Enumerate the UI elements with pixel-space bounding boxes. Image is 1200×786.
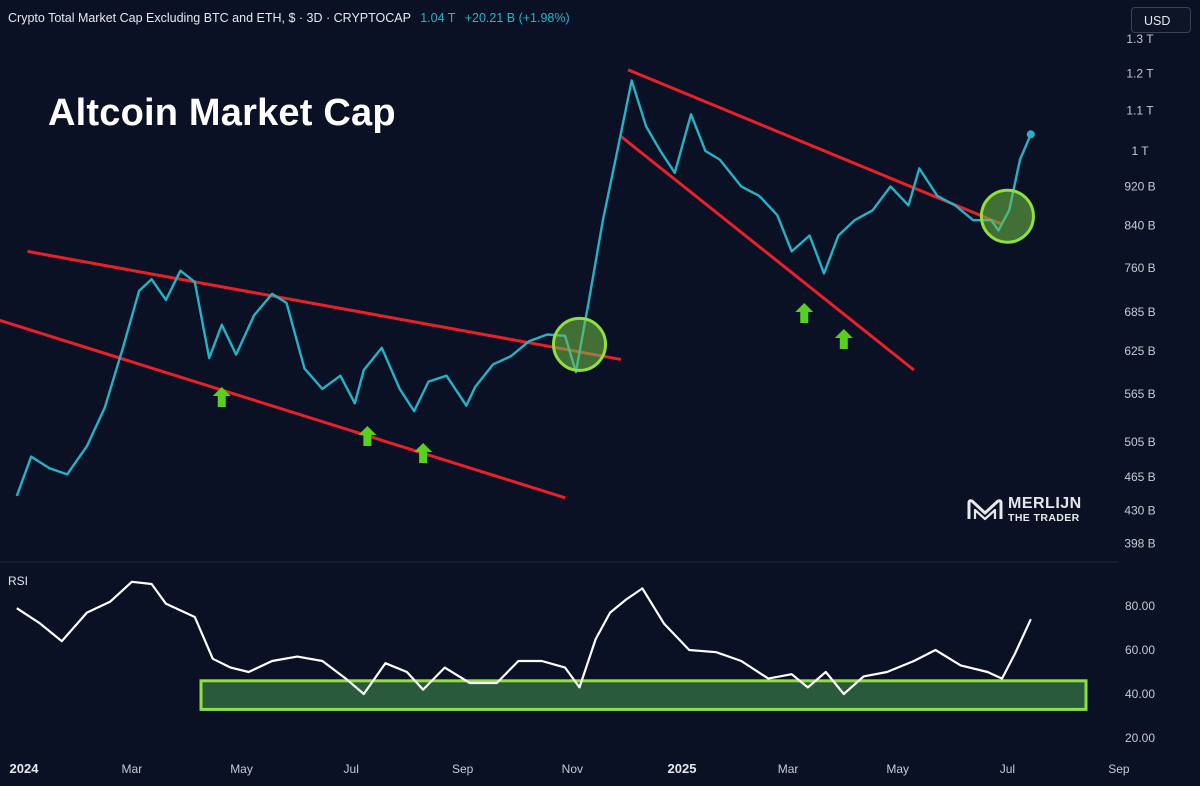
breakout-circle xyxy=(979,188,1035,244)
trendline xyxy=(27,249,622,361)
watermark-logo: MERLIJN THE TRADER xyxy=(966,496,1082,524)
time-axis-tick-label: Nov xyxy=(562,762,583,776)
rsi-axis-tick-label: 40.00 xyxy=(1125,687,1155,701)
rsi-oversold-zone xyxy=(199,679,1088,711)
price-axis-tick-label: 565 B xyxy=(1124,387,1155,401)
price-series-line xyxy=(15,79,1032,497)
time-axis-tick-label: 2024 xyxy=(10,761,40,776)
support-up-arrow-icon xyxy=(795,303,814,323)
header-separator: · xyxy=(298,11,307,25)
price-axis-tick-label: 760 B xyxy=(1124,261,1155,275)
time-axis-tick-label: Mar xyxy=(778,762,799,776)
support-up-arrow-icon xyxy=(358,426,377,446)
rsi-layer[interactable] xyxy=(16,580,1032,696)
price-axis-tick-label: 465 B xyxy=(1124,470,1155,484)
time-axis-tick-label: Jul xyxy=(1000,762,1015,776)
rsi-series-line xyxy=(16,580,1032,696)
price-axis-tick-label: 1.2 T xyxy=(1126,66,1154,80)
currency-button[interactable]: USD xyxy=(1131,7,1191,33)
exchange-label: CRYPTOCAP xyxy=(333,11,411,25)
header-separator: · xyxy=(325,11,334,25)
trend-layer xyxy=(0,68,1003,500)
rsi-pane-label[interactable]: RSI xyxy=(8,574,29,588)
last-price-dot xyxy=(1026,130,1035,139)
axis-layer: 1.3 T 1.2 T 1.1 T 1 T 920 B 840 B 760 B 685 B 62… xyxy=(10,32,1156,776)
price-axis-tick-label: 920 B xyxy=(1124,180,1155,194)
price-axis-tick-label: 840 B xyxy=(1124,218,1155,232)
support-up-arrow-icon xyxy=(834,329,853,349)
symbol-name[interactable]: Crypto Total Market Cap Excluding BTC an… xyxy=(8,11,296,25)
support-up-arrow-icon xyxy=(414,443,433,463)
price-axis-tick-label: 1.3 T xyxy=(1126,32,1154,46)
rsi-axis-tick-label: 60.00 xyxy=(1125,643,1155,657)
watermark-line1: MERLIJN xyxy=(1008,495,1082,512)
annotation-title: Altcoin Market Cap xyxy=(48,92,396,134)
rsi-axis-tick-label: 20.00 xyxy=(1125,731,1155,745)
time-axis-tick-label: May xyxy=(230,762,253,776)
breakout-circle xyxy=(552,316,608,372)
trendline xyxy=(0,318,566,500)
price-axis-tick-label: 398 B xyxy=(1124,536,1155,550)
last-price: 1.04 T xyxy=(420,11,456,25)
trendline xyxy=(619,135,915,372)
price-layer[interactable] xyxy=(15,79,1035,497)
marker-layer xyxy=(212,188,1035,463)
price-axis-tick-label: 430 B xyxy=(1124,503,1155,517)
time-axis-tick-label: May xyxy=(886,762,909,776)
rsi-zone-layer xyxy=(199,679,1088,711)
price-axis-tick-label: 505 B xyxy=(1124,435,1155,449)
time-axis-tick-label: Mar xyxy=(122,762,143,776)
time-axis-tick-label: Sep xyxy=(1108,762,1130,776)
interval-label[interactable]: 3D xyxy=(306,11,323,25)
time-axis-tick-label: Jul xyxy=(344,762,359,776)
time-axis-tick-label: Sep xyxy=(452,762,474,776)
merlijn-logo-icon xyxy=(967,499,1003,520)
price-axis-tick-label: 1 T xyxy=(1131,144,1149,158)
price-axis-tick-label: 685 B xyxy=(1124,305,1155,319)
price-change: +20.21 B (+1.98%) xyxy=(464,11,570,25)
support-up-arrow-icon xyxy=(212,387,231,407)
chart-header: Crypto Total Market Cap Excluding BTC an… xyxy=(8,11,570,25)
price-axis-tick-label: 1.1 T xyxy=(1126,103,1154,117)
watermark-line2: THE TRADER xyxy=(1008,512,1080,524)
price-axis-tick-label: 625 B xyxy=(1124,344,1155,358)
rsi-axis-tick-label: 80.00 xyxy=(1125,599,1155,613)
time-axis-tick-label: 2025 xyxy=(668,761,697,776)
